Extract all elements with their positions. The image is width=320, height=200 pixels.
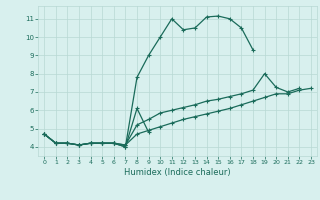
X-axis label: Humidex (Indice chaleur): Humidex (Indice chaleur) <box>124 168 231 177</box>
